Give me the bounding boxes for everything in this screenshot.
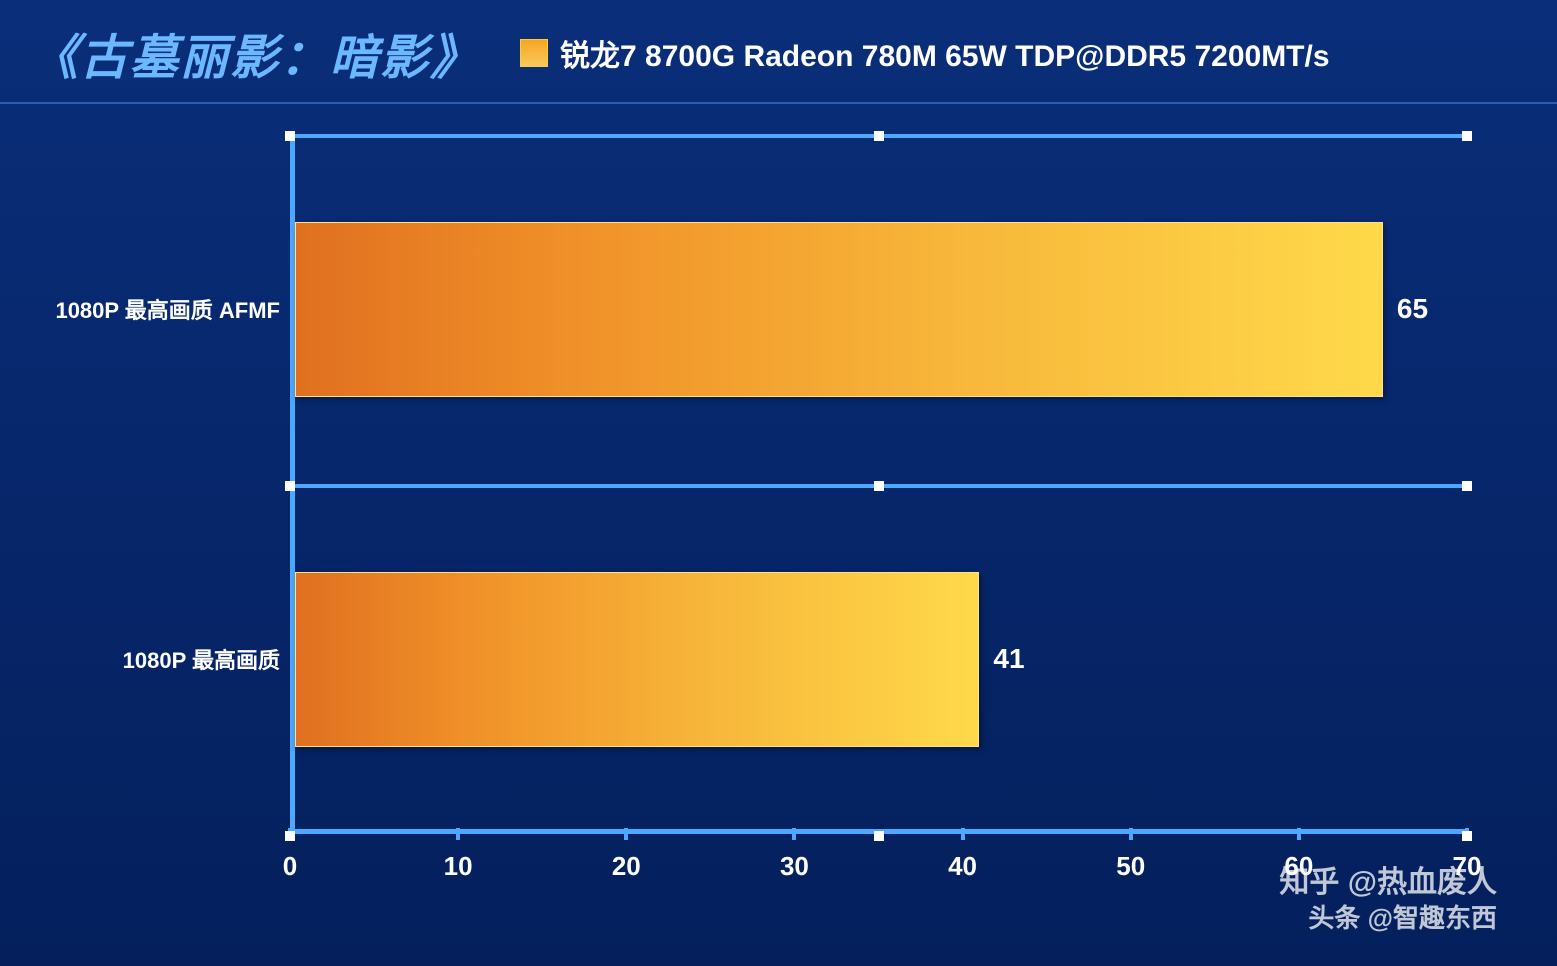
grid-marker xyxy=(874,831,884,841)
bar xyxy=(295,222,1383,397)
x-tick-label: 10 xyxy=(444,851,473,882)
x-tick xyxy=(1129,828,1133,840)
category-label: 1080P 最高画质 xyxy=(40,643,280,675)
bar-value: 65 xyxy=(1397,293,1428,325)
chart-area: 0102030405060706541 1080P 最高画质 AFMF1080P… xyxy=(40,134,1517,924)
legend-swatch-icon xyxy=(520,39,548,67)
x-tick-label: 0 xyxy=(283,851,297,882)
grid-marker xyxy=(285,131,295,141)
plot: 0102030405060706541 xyxy=(290,134,1467,834)
grid-marker xyxy=(285,481,295,491)
watermark-line-1: 知乎 @热血废人 xyxy=(1279,863,1497,902)
category-label: 1080P 最高画质 AFMF xyxy=(40,293,280,325)
bar xyxy=(295,572,979,747)
watermark-line-2: 头条 @智趣东西 xyxy=(1279,902,1497,936)
header: 《古墓丽影：暗影》 锐龙7 8700G Radeon 780M 65W TDP@… xyxy=(0,0,1557,104)
x-tick xyxy=(456,828,460,840)
x-tick-label: 20 xyxy=(612,851,641,882)
x-tick-label: 40 xyxy=(948,851,977,882)
grid-marker xyxy=(1462,831,1472,841)
x-tick xyxy=(624,828,628,840)
grid-marker xyxy=(874,481,884,491)
x-tick xyxy=(1297,828,1301,840)
grid-marker xyxy=(285,831,295,841)
grid-marker xyxy=(1462,481,1472,491)
legend: 锐龙7 8700G Radeon 780M 65W TDP@DDR5 7200M… xyxy=(520,31,1330,75)
x-tick xyxy=(792,828,796,840)
x-tick xyxy=(961,828,965,840)
chart-title: 《古墓丽影：暗影》 xyxy=(30,18,480,88)
grid-marker xyxy=(1462,131,1472,141)
watermark: 知乎 @热血废人 头条 @智趣东西 xyxy=(1279,863,1497,936)
bar-value: 41 xyxy=(993,643,1024,675)
x-tick-label: 30 xyxy=(780,851,809,882)
x-tick-label: 50 xyxy=(1116,851,1145,882)
legend-label: 锐龙7 8700G Radeon 780M 65W TDP@DDR5 7200M… xyxy=(560,31,1330,75)
grid-marker xyxy=(874,131,884,141)
